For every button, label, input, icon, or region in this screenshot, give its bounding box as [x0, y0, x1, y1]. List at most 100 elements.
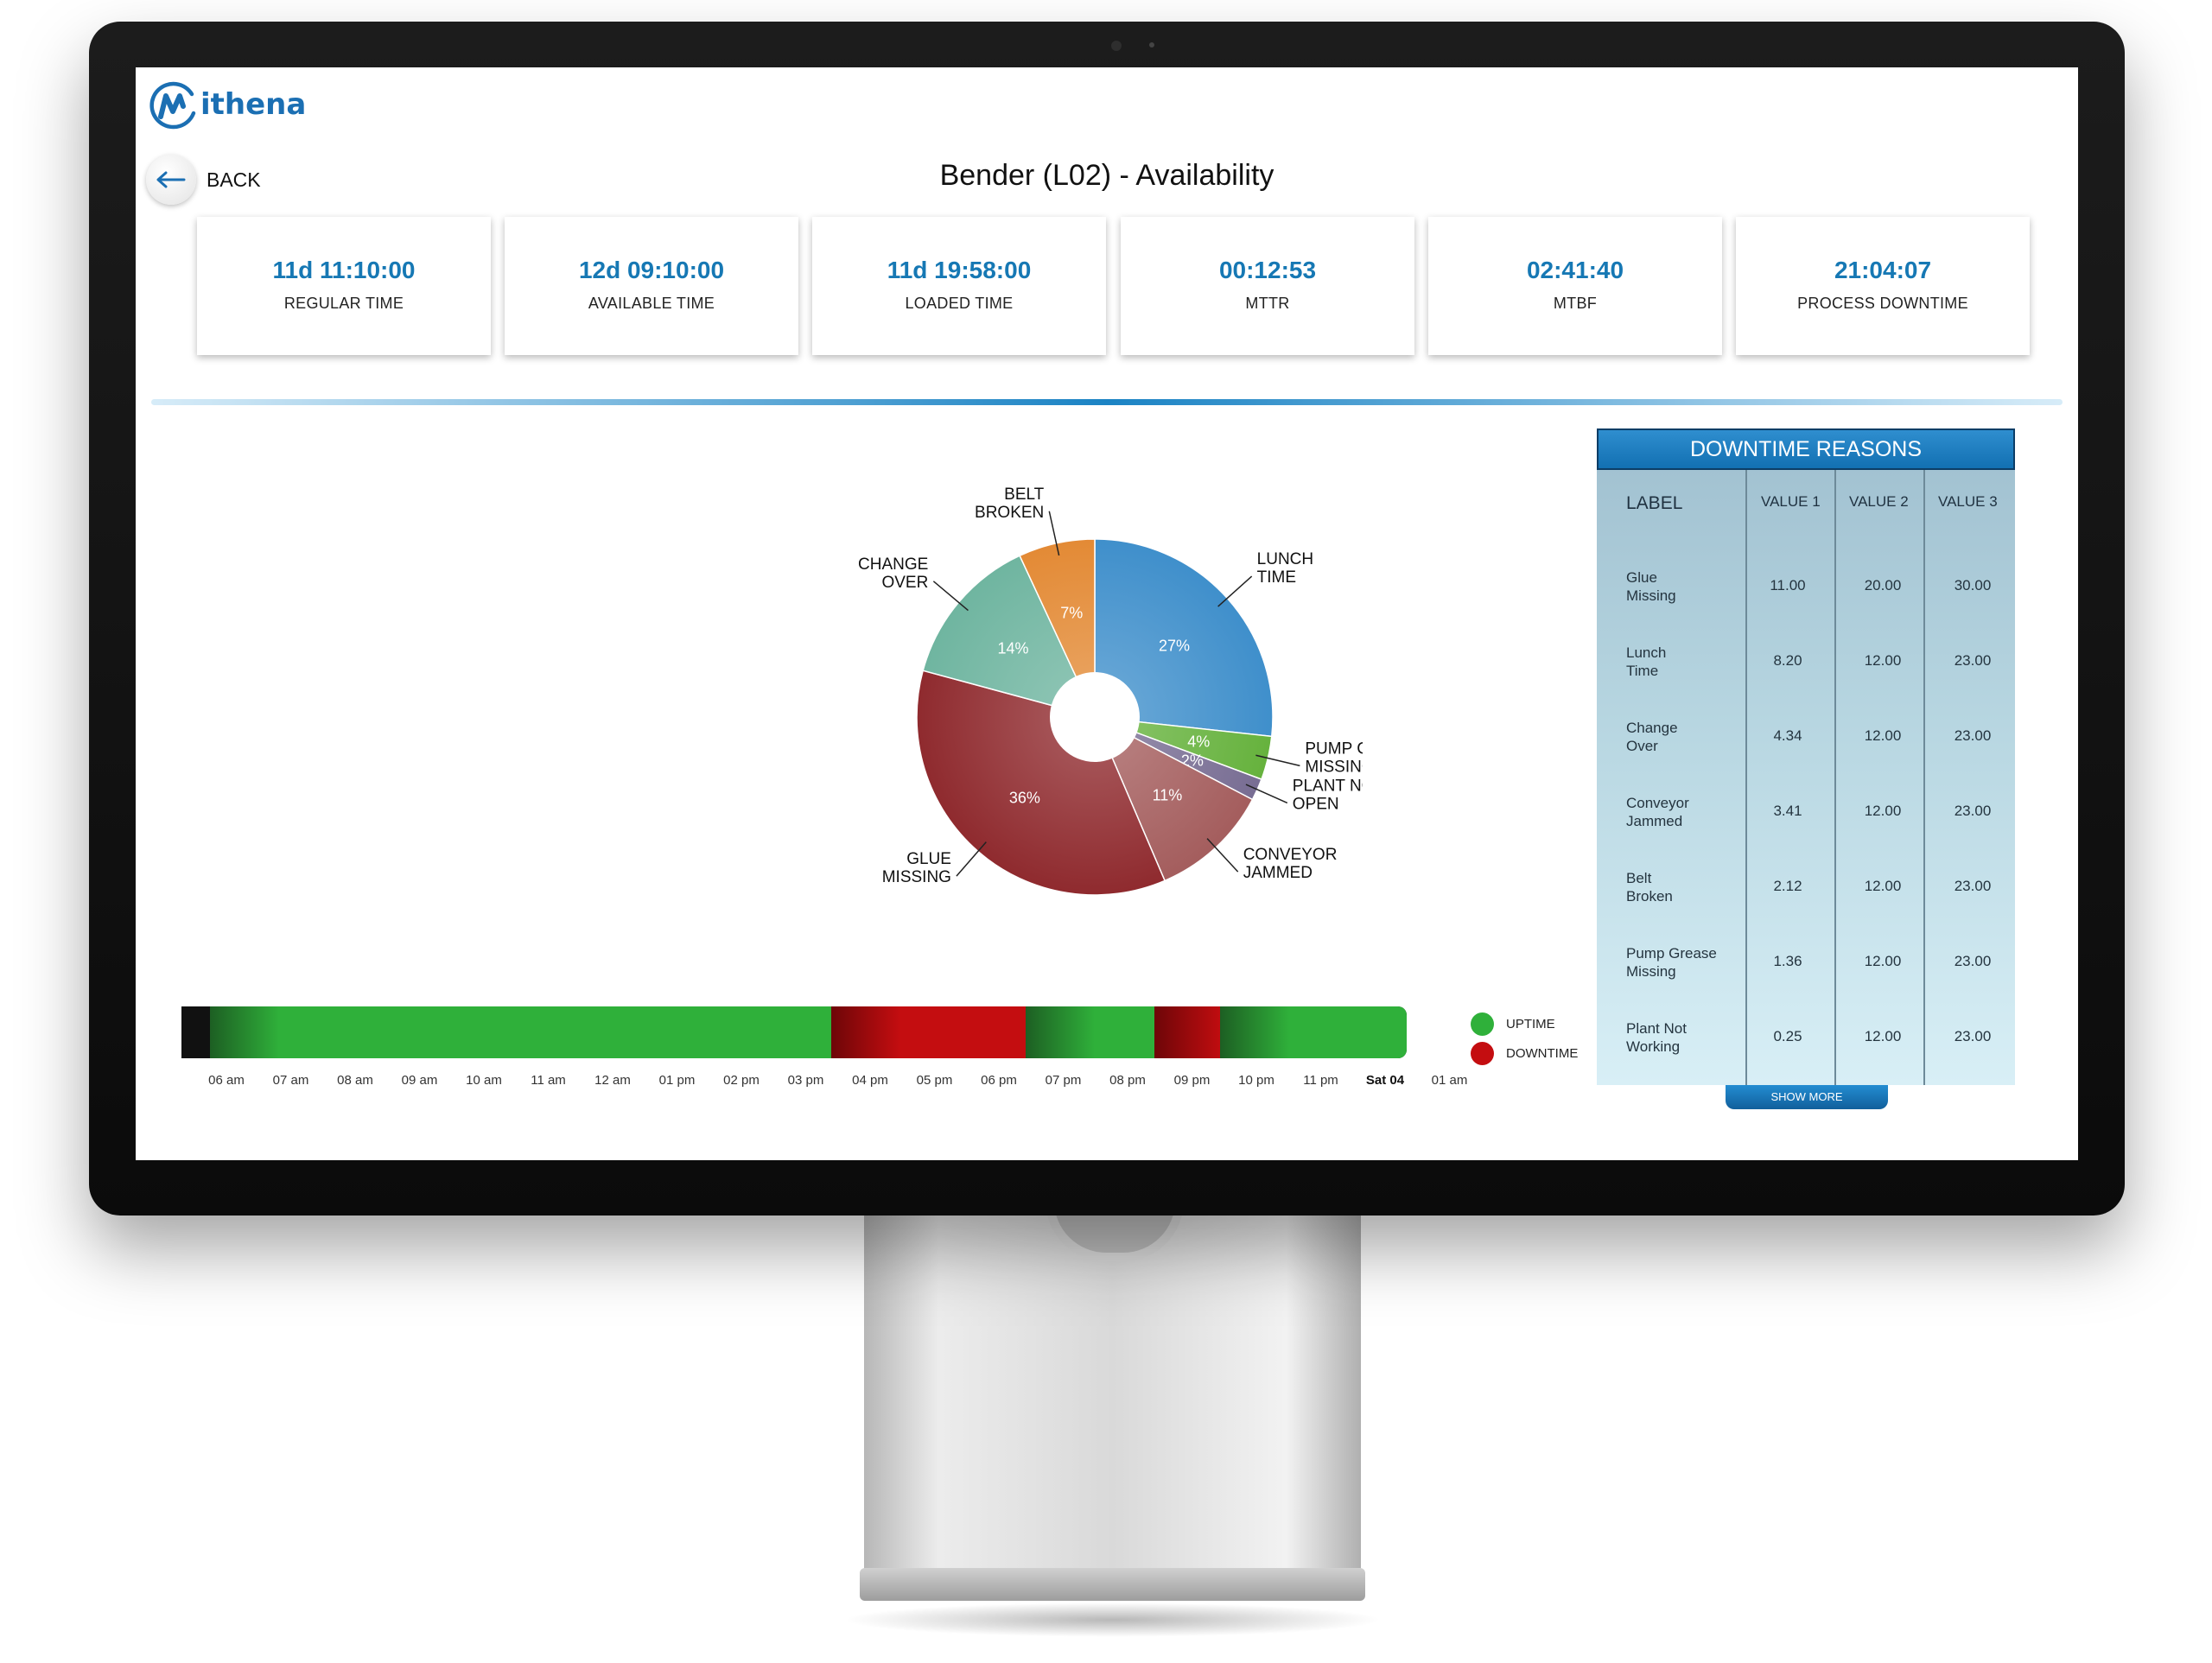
timeline-tick-label: 07 pm	[1045, 1073, 1082, 1088]
kpi-label: LOADED TIME	[905, 295, 1014, 312]
table-cell-value: 12.00	[1864, 727, 1902, 744]
kpi-value: 02:41:40	[1526, 257, 1624, 283]
table-cell-value: 11.00	[1770, 577, 1806, 593]
kpi-value: 21:04:07	[1834, 257, 1932, 283]
kpi-card-mtbf[interactable]: 02:41:40 MTBF	[1428, 217, 1722, 355]
show-more-button[interactable]: SHOW MORE	[1726, 1085, 1888, 1109]
downtime-segment[interactable]	[1154, 1006, 1221, 1058]
table-row-label: Conveyor Jammed	[1626, 795, 1689, 829]
column-divider	[1923, 470, 1925, 1085]
column-header-value3: VALUE 3	[1938, 493, 1998, 510]
downtime-reasons-table: DOWNTIME REASONS LABEL VALUE 1 VALUE 2 V…	[1597, 428, 2015, 1085]
table-row-label: Plant Not Working	[1626, 1020, 1687, 1055]
table-row-label: Change Over	[1626, 720, 1678, 754]
uptime-segment[interactable]	[1220, 1006, 1407, 1058]
timeline-tick-label: 11 pm	[1303, 1073, 1338, 1088]
uptime-timeline-bar	[181, 1006, 1407, 1058]
back-label: BACK	[207, 168, 261, 191]
kpi-card-mttr[interactable]: 00:12:53 MTTR	[1121, 217, 1414, 355]
table-cell-value: 12.00	[1864, 803, 1902, 819]
pie-donut-hole	[1050, 672, 1140, 762]
slice-percent-label: 14%	[997, 639, 1028, 657]
kpi-card-regular-time[interactable]: 11d 11:10:00 REGULAR TIME	[197, 217, 491, 355]
table-cell-value: 1.36	[1773, 953, 1802, 969]
timeline-tick-label: 09 pm	[1173, 1073, 1211, 1088]
timeline-tick-label: 04 pm	[852, 1073, 888, 1088]
kpi-value: 11d 19:58:00	[887, 257, 1032, 283]
slice-leader-line	[1255, 754, 1300, 767]
camera-sensor	[1149, 42, 1154, 48]
kpi-card-available-time[interactable]: 12d 09:10:00 AVAILABLE TIME	[505, 217, 798, 355]
slice-leader-line	[1206, 838, 1239, 873]
timeline-tick-label: 06 pm	[981, 1073, 1017, 1088]
timeline-tick-label: 05 pm	[916, 1073, 953, 1088]
kpi-value: 11d 11:10:00	[272, 257, 416, 283]
slice-category-label: PLANT NOTOPEN	[1293, 777, 1363, 813]
table-row-label: Pump Grease Missing	[1626, 945, 1717, 980]
downtime-dot-icon	[1471, 1042, 1494, 1065]
table-cell-value: 3.41	[1773, 803, 1802, 819]
page-title: Bender (L02) - Availability	[939, 159, 1274, 192]
slice-leader-line	[1217, 575, 1253, 607]
table-cell-value: 12.00	[1864, 652, 1902, 669]
back-button[interactable]: BACK	[146, 154, 261, 206]
uptime-segment[interactable]	[1026, 1006, 1155, 1058]
monitor-stand	[864, 1209, 1361, 1590]
slice-leader-line	[932, 581, 969, 612]
timeline-tick-label: 03 pm	[787, 1073, 824, 1088]
timeline-tick-label: 06 am	[208, 1073, 245, 1088]
slice-category-label: GLUE MISSING	[882, 850, 951, 886]
kpi-label: PROCESS DOWNTIME	[1797, 295, 1968, 312]
camera-icon	[1111, 41, 1122, 51]
table-cell-value: 4.34	[1773, 727, 1802, 744]
app-screen: ithena BACK Bender (L02) - Availability …	[136, 67, 2078, 1160]
column-divider	[1745, 470, 1747, 1085]
timeline-tick-label: 10 am	[466, 1073, 502, 1088]
slice-category-label: LUNCH TIME	[1257, 550, 1313, 587]
stand-base	[860, 1568, 1365, 1601]
app-logo[interactable]: ithena	[147, 75, 337, 132]
kpi-card-loaded-time[interactable]: 11d 19:58:00 LOADED TIME	[812, 217, 1106, 355]
slice-leader-line	[1245, 784, 1288, 804]
slice-category-label: CHANGE OVER	[858, 555, 928, 592]
slice-percent-label: 36%	[1009, 789, 1040, 806]
legend-label: DOWNTIME	[1506, 1046, 1579, 1061]
table-cell-value: 30.00	[1954, 577, 1992, 593]
legend-uptime: UPTIME	[1471, 1012, 1555, 1036]
downtime-segment[interactable]	[831, 1006, 1027, 1058]
timeline-tick-label: Sat 04	[1365, 1073, 1405, 1088]
legend-downtime: DOWNTIME	[1471, 1042, 1578, 1065]
table-row-label: Lunch Time	[1626, 644, 1667, 679]
column-header-value2: VALUE 2	[1849, 493, 1909, 510]
stand-shadow	[842, 1603, 1382, 1637]
uptime-segment[interactable]	[210, 1006, 832, 1058]
slice-leader-line	[956, 841, 987, 877]
column-header-label: LABEL	[1626, 493, 1683, 513]
kpi-label: REGULAR TIME	[283, 295, 404, 312]
table-cell-value: 2.12	[1773, 878, 1802, 894]
timeline-tick-label: 11 am	[531, 1073, 566, 1088]
kpi-label: MTBF	[1553, 295, 1598, 312]
table-row-label: Belt Broken	[1626, 870, 1673, 904]
table-cell-value: 12.00	[1864, 878, 1902, 894]
table-cell-value: 12.00	[1864, 1028, 1902, 1044]
slice-percent-label: 7%	[1060, 604, 1083, 621]
timeline-tick-label: 08 am	[337, 1073, 373, 1088]
table-row-label: Glue Missing	[1626, 569, 1676, 604]
table-cell-value: 23.00	[1954, 878, 1992, 894]
timeline-tick-label: 08 pm	[1109, 1073, 1146, 1088]
kpi-card-process-downtime[interactable]: 21:04:07 PROCESS DOWNTIME	[1736, 217, 2030, 355]
table-cell-value: 20.00	[1864, 577, 1902, 593]
table-cell-value: 23.00	[1954, 1028, 1992, 1044]
kpi-label: AVAILABLE TIME	[588, 295, 715, 312]
timeline-tick-label: 01 am	[1431, 1073, 1468, 1088]
logo-wordmark: ithena	[200, 87, 307, 122]
slice-category-label: PUMP CREASEMISSING	[1305, 739, 1363, 776]
slice-percent-label: 27%	[1159, 637, 1190, 654]
timeline-tick-label: 01 pm	[658, 1073, 696, 1088]
section-divider	[151, 399, 2063, 405]
table-cell-value: 8.20	[1773, 652, 1802, 669]
uptime-dot-icon	[1471, 1012, 1494, 1036]
timeline-tick-label: 12 am	[594, 1073, 631, 1088]
